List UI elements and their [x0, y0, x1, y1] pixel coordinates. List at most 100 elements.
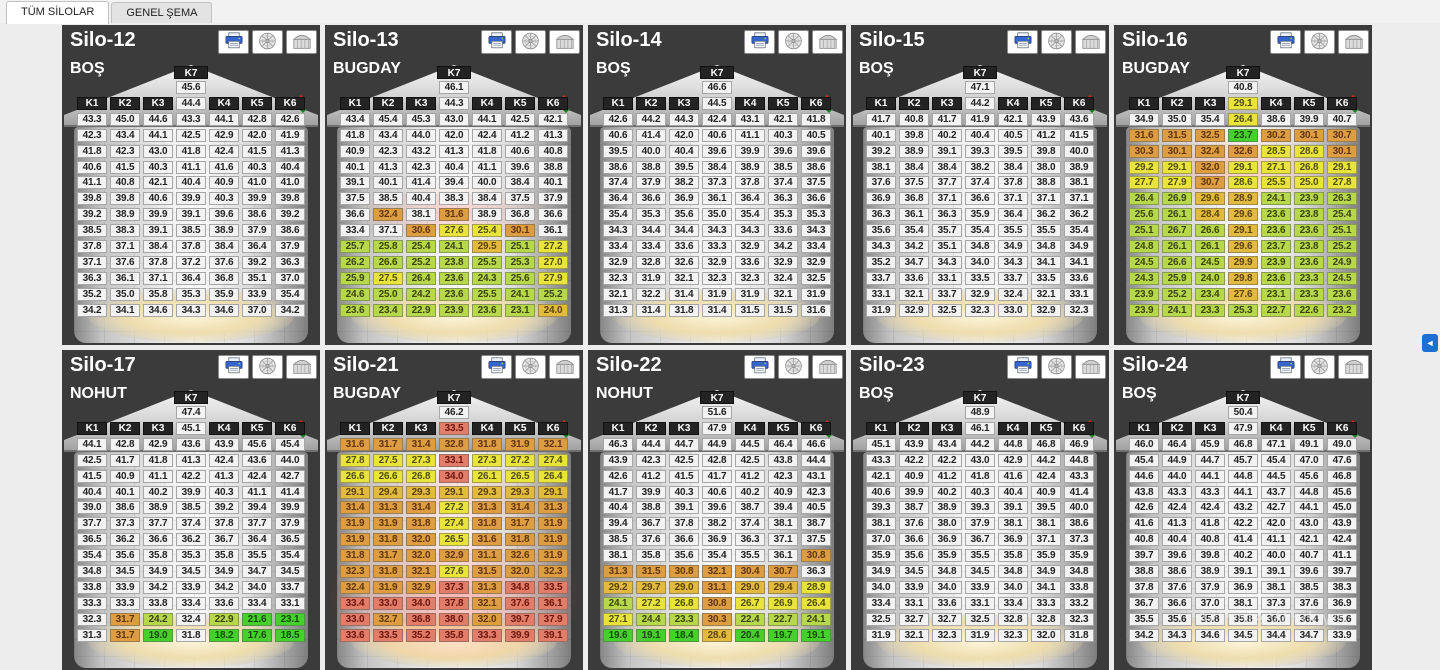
temp-cell: 31.6 — [439, 208, 469, 222]
temp-cell: 26.6 — [373, 255, 403, 269]
silo-view-button[interactable] — [812, 355, 843, 379]
aeration-button[interactable] — [778, 355, 809, 379]
print-button[interactable] — [481, 30, 512, 54]
temp-cell: 36.4 — [998, 208, 1028, 222]
column-header-k1: K1 — [1129, 422, 1159, 435]
silo-view-button[interactable] — [286, 355, 317, 379]
temp-cell: 41.5 — [110, 160, 140, 174]
print-button[interactable] — [218, 30, 249, 54]
temp-cell: 36.6 — [340, 208, 370, 222]
column-header-k2: K2 — [899, 97, 929, 110]
temp-cell: 36.8 — [899, 192, 929, 206]
silo-view-button[interactable] — [549, 355, 580, 379]
temp-cell: 45.1 — [866, 437, 896, 451]
print-button[interactable] — [1007, 30, 1038, 54]
tab-genel-sema[interactable]: GENEL ŞEMA — [111, 2, 213, 23]
silo-view-button[interactable] — [286, 30, 317, 54]
temp-cell: 41.8 — [176, 144, 206, 158]
temp-cell: 25.4 — [1327, 208, 1357, 222]
silo-view-button[interactable] — [1075, 355, 1106, 379]
aeration-button[interactable] — [1041, 355, 1072, 379]
temp-cell: 36.4 — [242, 240, 272, 254]
temp-cell: 47.6 — [1327, 453, 1357, 467]
temp-cell: 42.5 — [735, 453, 765, 467]
temp-cell: 44.2 — [965, 437, 995, 451]
side-panel-button[interactable]: ◄ — [1422, 334, 1438, 352]
silo-view-button[interactable] — [1075, 30, 1106, 54]
aeration-button[interactable] — [515, 30, 546, 54]
print-button[interactable] — [481, 355, 512, 379]
print-button[interactable] — [744, 30, 775, 54]
temp-cell: 40.6 — [702, 128, 732, 142]
temp-cell: 39.2 — [77, 208, 107, 222]
temp-cell: 39.1 — [538, 628, 568, 642]
aeration-button[interactable] — [1041, 30, 1072, 54]
print-button[interactable] — [1270, 30, 1301, 54]
temp-cell: 31.8 — [472, 437, 502, 451]
print-button[interactable] — [218, 355, 249, 379]
temp-cell: 34.9 — [998, 240, 1028, 254]
temp-cell: 35.4 — [77, 549, 107, 563]
card-toolbar — [1270, 355, 1369, 379]
temp-cell: 23.9 — [1129, 287, 1159, 301]
k7-value: 47.4 — [176, 406, 206, 419]
temp-cell: 30.7 — [1195, 176, 1225, 190]
silo-icon — [555, 32, 575, 53]
temp-cell: 35.9 — [866, 549, 896, 563]
temp-cell: 40.4 — [406, 192, 436, 206]
temp-cell: 42.2 — [932, 453, 962, 467]
temp-cell: 41.1 — [176, 160, 206, 174]
temp-cell: 43.3 — [1162, 485, 1192, 499]
silo-eave — [327, 125, 581, 127]
silo-view-button[interactable] — [1338, 30, 1369, 54]
aeration-button[interactable] — [1304, 30, 1335, 54]
aeration-button[interactable] — [1304, 355, 1335, 379]
temp-cell: 35.4 — [275, 549, 305, 563]
print-button[interactable] — [1270, 355, 1301, 379]
temp-cell: 36.1 — [899, 208, 929, 222]
printer-icon — [1013, 32, 1033, 52]
tab-tum-silolar[interactable]: TÜM SİLOLAR — [6, 1, 110, 24]
temp-cell: 40.4 — [669, 144, 699, 158]
column-header-k4: K4 — [1261, 97, 1291, 110]
silo-product-label: BOŞ — [859, 385, 894, 402]
temp-cell: 37.8 — [77, 240, 107, 254]
silo-product-label: BOŞ — [859, 60, 894, 77]
temp-cell: 32.3 — [603, 271, 633, 285]
temp-cell: 24.5 — [1129, 255, 1159, 269]
temp-cell: 35.2 — [866, 255, 896, 269]
silo-view-button[interactable] — [812, 30, 843, 54]
fan-icon — [521, 32, 540, 53]
temp-cell: 40.8 — [1195, 533, 1225, 547]
temp-cell: 39.7 — [505, 612, 535, 626]
temp-cell: 35.4 — [1195, 112, 1225, 126]
temp-cell: 37.6 — [110, 255, 140, 269]
silo-view-button[interactable] — [549, 30, 580, 54]
aeration-button[interactable] — [778, 30, 809, 54]
aeration-button[interactable] — [252, 30, 283, 54]
print-button[interactable] — [1007, 355, 1038, 379]
temp-cell: 32.3 — [735, 271, 765, 285]
silo-view-button[interactable] — [1338, 355, 1369, 379]
temp-cell: 29.1 — [1228, 160, 1258, 174]
k7-value: 40.8 — [1228, 81, 1258, 94]
temp-cell: 37.9 — [538, 192, 568, 206]
temp-cell: 41.1 — [242, 485, 272, 499]
temp-cell: 31.3 — [373, 501, 403, 515]
temp-cell: 40.6 — [702, 485, 732, 499]
temp-cell: 38.8 — [636, 160, 666, 174]
temp-cell: 44.4 — [801, 453, 831, 467]
temp-cell: 31.7 — [110, 612, 140, 626]
temp-cell: 38.8 — [1129, 565, 1159, 579]
temp-cell: 39.9 — [1294, 112, 1324, 126]
temp-cell: 46.3 — [603, 437, 633, 451]
temp-cell: 31.9 — [866, 628, 896, 642]
temp-cell: 31.4 — [340, 501, 370, 515]
aeration-button[interactable] — [515, 355, 546, 379]
temp-cell: 35.4 — [899, 224, 929, 238]
temp-cell: 33.6 — [209, 596, 239, 610]
aeration-button[interactable] — [252, 355, 283, 379]
print-button[interactable] — [744, 355, 775, 379]
temp-cell: 29.3 — [472, 485, 502, 499]
temp-cell: 42.4 — [209, 453, 239, 467]
